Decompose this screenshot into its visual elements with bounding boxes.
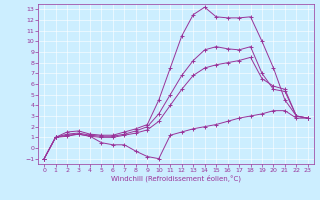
X-axis label: Windchill (Refroidissement éolien,°C): Windchill (Refroidissement éolien,°C) (111, 175, 241, 182)
